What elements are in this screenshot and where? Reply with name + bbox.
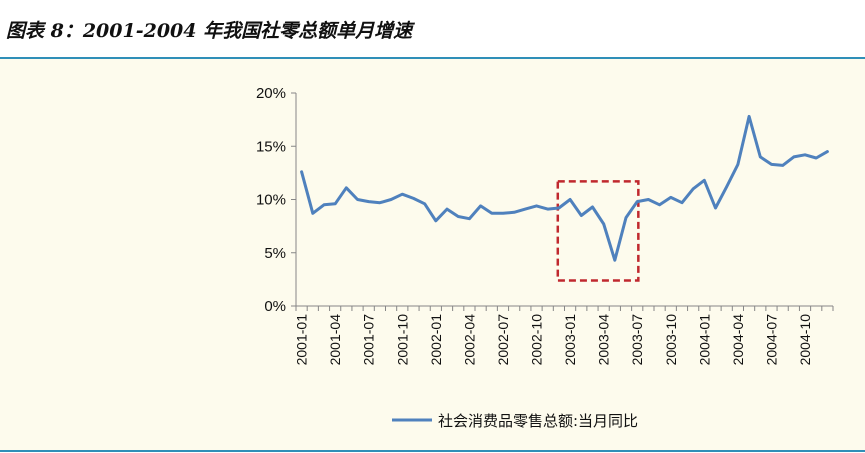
- x-tick-label: 2001-10: [394, 314, 410, 366]
- data-point: [770, 163, 773, 166]
- y-tick-label: 5%: [264, 245, 286, 262]
- x-tick-label: 2004-01: [696, 314, 712, 366]
- legend-label: 社会消费品零售总额:当月同比: [438, 412, 638, 430]
- data-point: [401, 192, 404, 196]
- data-point: [457, 215, 460, 218]
- data-point: [815, 156, 818, 160]
- x-tick-label: 2002-01: [428, 314, 444, 366]
- x-tick-label: 2001-01: [294, 314, 310, 366]
- data-point: [636, 200, 639, 203]
- data-point: [613, 259, 617, 262]
- data-point: [490, 212, 493, 215]
- y-tick-label: 10%: [256, 192, 286, 209]
- data-point: [535, 204, 538, 208]
- data-point: [624, 216, 628, 219]
- data-point: [736, 163, 740, 166]
- y-tick-label: 15%: [256, 138, 286, 155]
- data-point: [781, 164, 784, 167]
- data-point: [378, 201, 382, 204]
- y-tick-label: 20%: [256, 85, 286, 102]
- x-tick-label: 2002-04: [461, 314, 477, 366]
- top-rule: [0, 57, 865, 59]
- x-tick-label: 2001-07: [361, 314, 377, 366]
- data-point: [557, 206, 561, 210]
- data-point: [680, 201, 684, 204]
- data-point: [669, 196, 672, 199]
- data-point: [524, 207, 527, 211]
- data-point: [826, 150, 829, 153]
- data-point: [479, 204, 482, 208]
- data-point: [300, 170, 303, 174]
- data-point: [580, 214, 583, 217]
- highlight-box: [556, 180, 640, 282]
- x-tick-label: 2001-04: [327, 314, 343, 366]
- data-point: [703, 179, 706, 182]
- data-point: [803, 153, 807, 156]
- x-tick-label: 2004-04: [730, 314, 746, 366]
- data-point: [512, 211, 516, 214]
- data-point: [792, 155, 796, 159]
- data-point: [423, 202, 426, 205]
- data-point: [591, 205, 594, 209]
- chart-background: [0, 59, 865, 450]
- x-tick-label: 2003-07: [629, 314, 645, 366]
- data-point: [345, 186, 348, 189]
- data-point: [322, 203, 326, 207]
- data-point: [501, 212, 505, 215]
- data-point: [445, 207, 449, 211]
- x-tick-label: 2003-04: [596, 314, 612, 366]
- data-point: [602, 222, 605, 226]
- x-tick-label: 2002-10: [529, 314, 545, 366]
- x-tick-label: 2004-07: [763, 314, 779, 366]
- data-point: [747, 115, 751, 118]
- data-point: [356, 198, 359, 201]
- series-line: [300, 114, 829, 262]
- x-tick-label: 2003-01: [562, 314, 578, 366]
- data-point: [725, 185, 728, 188]
- data-point: [759, 155, 762, 159]
- data-point: [568, 198, 572, 201]
- y-tick-label: 0%: [264, 298, 286, 315]
- data-point: [389, 198, 393, 201]
- data-point: [546, 207, 549, 211]
- x-tick-label: 2004-10: [797, 314, 813, 366]
- header: 图表 8：2001-2004 年我国社零总额单月增速: [0, 0, 865, 56]
- data-point: [647, 198, 650, 201]
- bottom-rule: [0, 450, 865, 452]
- data-point: [311, 212, 314, 215]
- data-point: [658, 203, 661, 207]
- data-point: [714, 206, 717, 210]
- data-point: [412, 197, 415, 200]
- data-point: [434, 219, 438, 222]
- x-tick-label: 2002-07: [495, 314, 511, 366]
- data-point: [367, 200, 370, 203]
- x-tick-label: 2003-10: [663, 314, 679, 366]
- data-point: [691, 187, 695, 191]
- chart-title: 图表 8：2001-2004 年我国社零总额单月增速: [6, 20, 413, 42]
- data-point: [333, 202, 337, 205]
- data-point: [468, 217, 471, 220]
